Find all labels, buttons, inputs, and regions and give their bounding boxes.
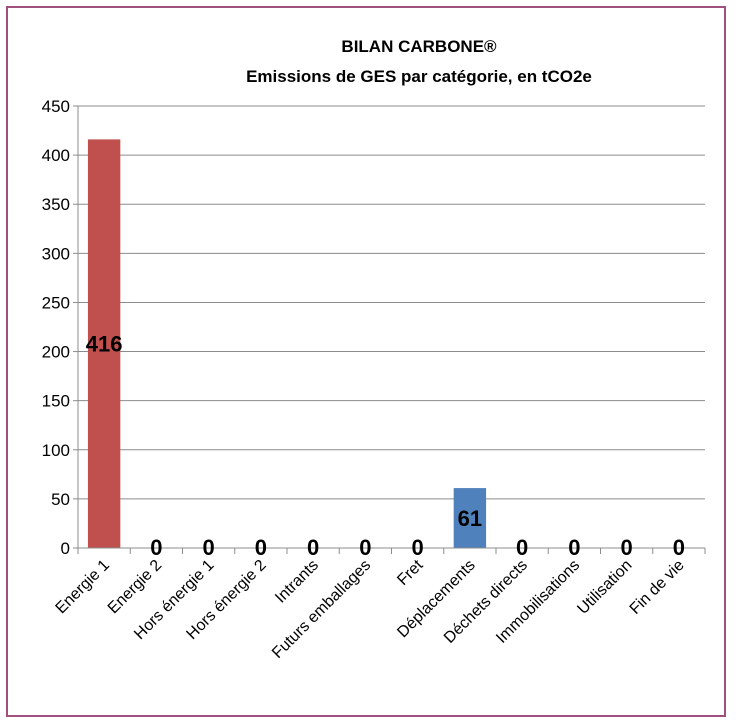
data-label: 0 xyxy=(673,535,685,560)
y-tick-label: 150 xyxy=(42,392,70,411)
y-axis: 0 50 100 150 200 250 300 350 400 450 xyxy=(42,97,79,558)
chart-frame xyxy=(6,6,726,717)
y-tick-label: 100 xyxy=(42,441,70,460)
bar xyxy=(453,488,487,548)
y-tick-label: 50 xyxy=(51,490,70,509)
x-tick-label: Fret xyxy=(394,556,427,589)
data-label: 0 xyxy=(255,535,267,560)
y-tick-label: 0 xyxy=(61,539,70,558)
bar xyxy=(87,139,121,548)
y-tick-label: 400 xyxy=(42,146,70,165)
x-tick-label: Futurs emballages xyxy=(269,557,374,662)
y-tick-label: 250 xyxy=(42,293,70,312)
data-label: 0 xyxy=(150,535,162,560)
y-tick-label: 450 xyxy=(42,97,70,116)
x-tick-label: Fin de vie xyxy=(627,557,688,618)
bars xyxy=(87,139,487,548)
x-tick-label: Utilisation xyxy=(574,557,635,618)
y-tick-label: 350 xyxy=(42,195,70,214)
y-tick-label: 200 xyxy=(42,343,70,362)
y-tick-label: 300 xyxy=(42,244,70,263)
x-tick-label: Intrants xyxy=(272,557,322,607)
data-label: 0 xyxy=(568,535,580,560)
data-label: 0 xyxy=(412,535,424,560)
data-label: 0 xyxy=(621,535,633,560)
data-label: 0 xyxy=(516,535,528,560)
data-labels: 416 0 0 0 0 0 0 61 0 0 0 0 xyxy=(86,332,685,560)
chart-title-line2: Emissions de GES par catégorie, en tCO2e xyxy=(246,67,592,86)
chart-title-line1: BILAN CARBONE® xyxy=(341,37,497,56)
data-label: 0 xyxy=(307,535,319,560)
x-tick-label: Energie 1 xyxy=(52,557,113,618)
data-label: 61 xyxy=(458,506,482,531)
data-label: 0 xyxy=(203,535,215,560)
data-label: 416 xyxy=(86,332,123,357)
data-label: 0 xyxy=(359,535,371,560)
gridlines xyxy=(78,105,705,549)
